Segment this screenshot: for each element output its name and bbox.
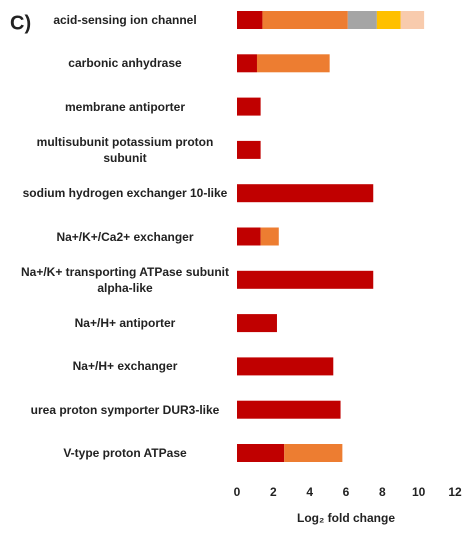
- bar-segment: [237, 97, 261, 116]
- category-label: membrane antiporter: [64, 99, 186, 114]
- bar-segment: [237, 11, 263, 29]
- bar-segment: [237, 314, 277, 333]
- x-tick-label: 4: [306, 485, 313, 499]
- x-tick-label: 12: [448, 485, 462, 499]
- category-label: carbonic anhydrase: [68, 56, 182, 71]
- panel-label: C): [10, 12, 31, 34]
- bar-segment: [237, 270, 374, 289]
- bar-segment: [260, 227, 279, 246]
- bar-segment: [256, 54, 330, 73]
- bar-segment: [347, 11, 377, 29]
- bar-segment: [237, 357, 334, 376]
- bar-segment: [237, 444, 285, 462]
- bar-segment: [262, 11, 348, 29]
- x-tick-label: 0: [234, 485, 241, 499]
- x-axis-label: Log₂ fold change: [297, 511, 395, 525]
- category-label: sodium hydrogen exchanger 10-like: [22, 186, 228, 201]
- category-label: Na+/K+/Ca2+ exchanger: [56, 229, 194, 244]
- x-tick-label: 2: [270, 485, 277, 499]
- category-label: urea proton symporter DUR3-like: [30, 402, 220, 417]
- x-tick-label: 8: [379, 485, 386, 499]
- category-label: Na+/H+ antiporter: [74, 316, 176, 331]
- bar-segment: [237, 184, 374, 203]
- category-label: Na+/K+ transporting ATPase subunit alpha…: [20, 264, 230, 295]
- bar-segment: [376, 11, 401, 29]
- bar-segment: [237, 54, 257, 73]
- category-label: V-type proton ATPase: [63, 446, 187, 460]
- bar-segment: [237, 140, 261, 159]
- bar-segment: [237, 227, 261, 246]
- category-label: Na+/H+ exchanger: [72, 359, 178, 374]
- x-tick-label: 6: [343, 485, 350, 499]
- bar-segment: [284, 444, 343, 462]
- bar-segment: [237, 400, 341, 419]
- x-tick-label: 10: [412, 485, 426, 499]
- category-label: acid-sensing ion channel: [53, 13, 197, 27]
- category-label: multisubunit potassium proton subunit: [36, 134, 214, 165]
- bar-segment: [400, 11, 425, 29]
